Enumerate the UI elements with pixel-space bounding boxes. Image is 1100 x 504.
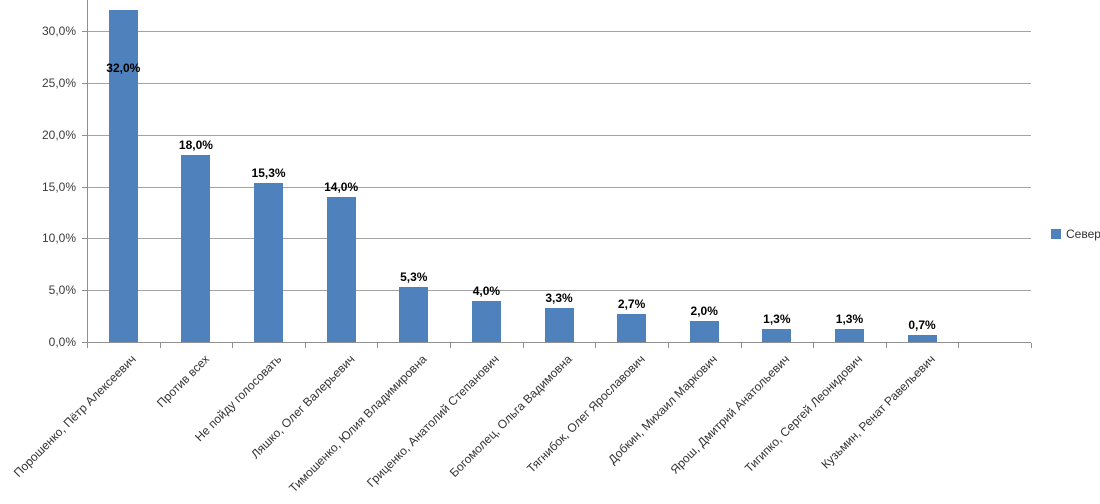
bar[interactable] [399, 287, 429, 342]
x-axis-category-label: Богомолец, Ольга Вадимовна [447, 352, 575, 480]
x-axis-category-label: Порошенко, Пётр Алексеевич [11, 352, 140, 480]
legend-swatch [1051, 229, 1061, 239]
x-axis-tick [87, 343, 88, 348]
x-axis-tick [232, 343, 234, 348]
x-axis-category-label: Тимошенко, Юлия Владимировна [286, 352, 430, 496]
bar[interactable] [254, 183, 284, 342]
y-axis-tick [82, 82, 87, 84]
y-axis-tick [82, 31, 87, 33]
y-axis-tick-label: 5,0% [48, 283, 76, 298]
y-axis-tick [82, 238, 87, 240]
y-axis-tick-label: 30,0% [41, 24, 76, 39]
x-axis-tick [958, 343, 960, 348]
gridline [87, 134, 1031, 136]
x-axis-tick [159, 343, 161, 348]
y-axis-tick-label: 20,0% [41, 127, 76, 142]
y-axis-tick-label: 25,0% [41, 75, 76, 90]
gridline [87, 290, 1031, 292]
y-axis-tick [82, 134, 87, 136]
bar-value-label: 4,0% [472, 284, 501, 298]
x-axis-tick [304, 343, 306, 348]
bar[interactable] [326, 197, 356, 342]
bar[interactable] [108, 10, 138, 342]
x-axis-tick [740, 343, 742, 348]
gridline [87, 238, 1031, 240]
bar[interactable] [544, 308, 574, 342]
bar-value-label: 18,0% [178, 138, 213, 152]
y-axis-tick-label: 10,0% [41, 231, 76, 246]
x-axis-tick [885, 343, 887, 348]
bar[interactable] [689, 321, 719, 342]
x-axis-line [87, 342, 1031, 343]
bar[interactable] [762, 329, 792, 342]
y-axis-line [87, 0, 88, 342]
x-axis-category-label: Гриценко, Анатолий Степанович [364, 352, 503, 490]
legend[interactable]: Север [1051, 227, 1100, 241]
bar[interactable] [907, 335, 937, 342]
bar-value-label: 1,3% [835, 312, 864, 326]
x-axis-tick [377, 343, 379, 348]
x-axis-tick [813, 343, 815, 348]
gridline [87, 31, 1031, 33]
gridline [87, 186, 1031, 188]
bar-value-label: 3,3% [545, 291, 573, 305]
bar[interactable] [181, 155, 211, 342]
bar[interactable] [834, 329, 864, 342]
x-axis-category-label: Тягнибок, Олег Ярославович [523, 352, 648, 476]
bar-value-label: 5,3% [400, 270, 428, 284]
x-axis-category-label: Тигипко, Сергей Леонидович [742, 352, 866, 476]
legend-label: Север [1066, 227, 1100, 241]
bar-value-label: 15,3% [251, 166, 286, 180]
bar-value-label: 1,3% [763, 312, 791, 326]
x-axis-tick [1031, 343, 1032, 348]
bar-value-label: 2,0% [690, 304, 718, 318]
bar[interactable] [471, 301, 501, 342]
bar-value-label: 32,0% [106, 61, 141, 75]
x-axis-tick [450, 343, 452, 348]
y-axis-tick [82, 290, 87, 292]
x-axis-tick [667, 343, 669, 348]
x-axis-tick [522, 343, 524, 348]
x-axis-category-label: Ярош, Дмитрий Анатольевич [668, 352, 793, 477]
bar[interactable] [617, 314, 647, 342]
y-axis-tick-label: 15,0% [41, 179, 76, 194]
y-axis-tick [82, 186, 87, 188]
bar-value-label: 14,0% [324, 180, 359, 194]
y-axis-tick-label: 0,0% [48, 335, 76, 349]
y-axis-tick [82, 342, 87, 343]
gridline [87, 82, 1031, 84]
bar-value-label: 0,7% [908, 318, 936, 332]
x-axis-tick [595, 343, 597, 348]
bar-value-label: 2,7% [617, 297, 646, 311]
x-axis-category-label: Против всех [153, 352, 212, 411]
